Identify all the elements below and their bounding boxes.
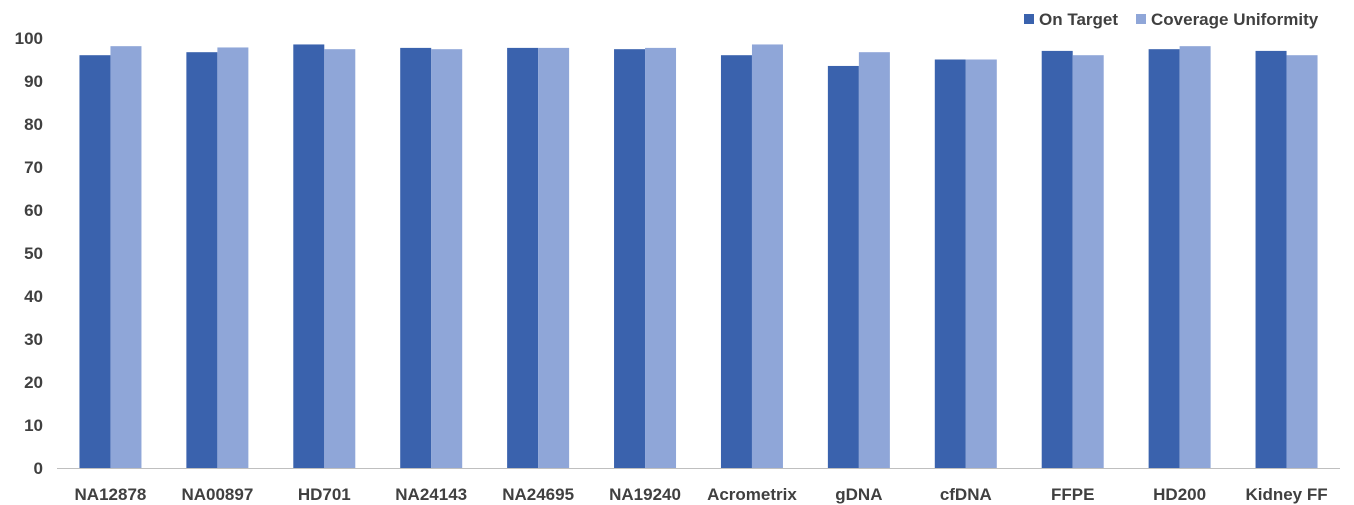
- bar-coverage-uniformity: [1179, 46, 1211, 469]
- legend-swatch: [1136, 14, 1146, 24]
- legend-label: Coverage Uniformity: [1151, 10, 1319, 29]
- y-tick-label: 70: [24, 158, 43, 177]
- bar-coverage-uniformity: [1286, 55, 1318, 468]
- x-tick-label: gDNA: [835, 485, 882, 504]
- bar-coverage-uniformity: [110, 46, 142, 469]
- y-tick-label: 20: [24, 373, 43, 392]
- legend-swatch: [1024, 14, 1034, 24]
- x-tick-label: Acrometrix: [707, 485, 797, 504]
- bar-coverage-uniformity: [217, 47, 249, 469]
- bar-on-target: [507, 47, 539, 468]
- x-tick-label: cfDNA: [940, 485, 992, 504]
- x-tick-label: HD200: [1153, 485, 1206, 504]
- bar-on-target: [186, 52, 218, 468]
- x-tick-label: NA00897: [181, 485, 253, 504]
- bar-on-target: [614, 49, 646, 469]
- bar-on-target: [79, 55, 111, 468]
- bar-on-target: [400, 47, 432, 468]
- bar-coverage-uniformity: [645, 47, 677, 468]
- bar-on-target: [1255, 50, 1287, 469]
- x-tick-label: Kidney FF: [1245, 485, 1327, 504]
- bar-on-target: [1148, 49, 1180, 469]
- bar-on-target: [720, 55, 752, 468]
- x-tick-label: HD701: [298, 485, 351, 504]
- y-tick-label: 60: [24, 201, 43, 220]
- bar-coverage-uniformity: [965, 59, 997, 468]
- y-tick-label: 100: [15, 29, 43, 48]
- y-tick-label: 40: [24, 287, 43, 306]
- bar-coverage-uniformity: [431, 49, 463, 469]
- x-tick-label: NA24695: [502, 485, 574, 504]
- y-axis: 0 10 20 30 40 50 60 70 80 90 100: [15, 29, 43, 478]
- x-tick-label: NA24143: [395, 485, 467, 504]
- bar-on-target: [827, 65, 859, 468]
- y-tick-label: 30: [24, 330, 43, 349]
- legend-label: On Target: [1039, 10, 1118, 29]
- y-tick-label: 50: [24, 244, 43, 263]
- bar-coverage-uniformity: [751, 44, 783, 468]
- bar-coverage-uniformity: [1072, 55, 1104, 468]
- bar-on-target: [293, 44, 325, 468]
- bars: [79, 44, 1318, 469]
- y-tick-label: 90: [24, 72, 43, 91]
- bar-coverage-uniformity: [538, 47, 570, 468]
- y-tick-label: 10: [24, 416, 43, 435]
- x-tick-label: FFPE: [1051, 485, 1094, 504]
- x-axis: NA12878 NA00897 HD701 NA24143 NA24695 NA19240…: [57, 468, 1340, 504]
- x-tick-label: NA12878: [75, 485, 147, 504]
- y-tick-label: 0: [34, 459, 43, 478]
- bar-on-target: [934, 59, 966, 468]
- bar-coverage-uniformity: [858, 52, 890, 468]
- y-tick-label: 80: [24, 115, 43, 134]
- legend: On Target Coverage Uniformity: [1024, 10, 1319, 29]
- bar-coverage-uniformity: [324, 49, 356, 469]
- x-tick-label: NA19240: [609, 485, 681, 504]
- bar-on-target: [1041, 50, 1073, 469]
